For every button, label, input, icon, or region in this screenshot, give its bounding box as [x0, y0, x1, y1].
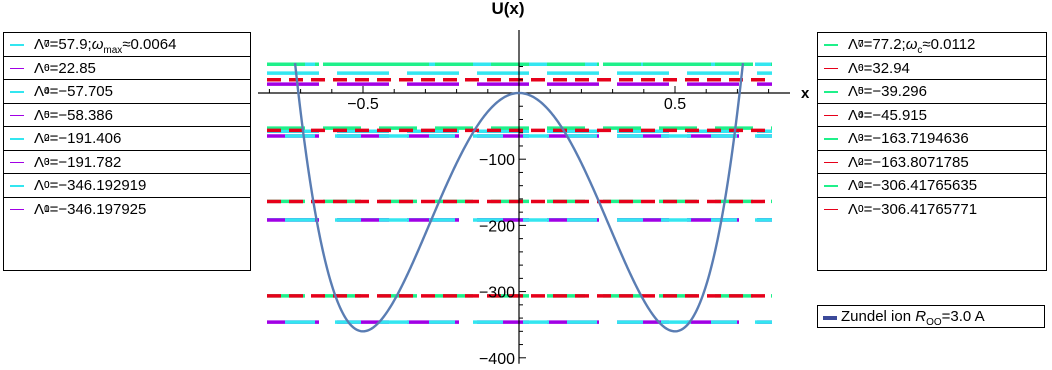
legend-row-right: Λ 0 0 =−306.41765771: [818, 198, 1046, 222]
legend-row-right: Λ 0 1 =−306.41765635: [818, 174, 1046, 198]
legend-row-right: Λ 0 2 =−163.8071785: [818, 151, 1046, 174]
legend-row-left: Λ 0 1 =−346.197925: [4, 198, 250, 222]
legend-label: Λ 0 7 =77.2;ωc≈0.0112: [848, 36, 976, 56]
legend-swatch: [10, 67, 24, 69]
chart-title: U(x): [491, 0, 524, 18]
legend-label: Λ 0 6 =22.85: [34, 59, 96, 77]
y-tick-label: −200: [479, 218, 515, 235]
legend-row-right: Λ 0 7 =77.2;ωc≈0.0112: [818, 33, 1046, 57]
y-tick-label: −300: [479, 285, 515, 302]
legend-swatch: [824, 161, 838, 163]
x-tick-label: −0.5: [347, 96, 379, 113]
legend-swatch: [10, 161, 24, 163]
legend-label: Λ 0 4 =−57.705: [34, 83, 113, 100]
legend-label: Λ 0 5 =−39.296: [848, 83, 927, 100]
legend-label: Λ 0 1 =−306.41765635: [848, 177, 978, 194]
legend-swatch: [824, 67, 838, 69]
legend-label: Λ 0 3 =−163.7194636: [848, 130, 969, 147]
legend-row-left: Λ 0 6 =22.85: [4, 57, 250, 80]
legend-swatch: [10, 114, 24, 116]
legend-label: Λ 0 1 =−346.197925: [34, 200, 147, 218]
legend-row-left: Λ 0 4 =−57.705: [4, 80, 250, 104]
legend-row-left: Λ 0 2 =−191.406: [4, 127, 250, 151]
legend-row-right: Λ 0 6 =32.94: [818, 57, 1046, 80]
legend-left: Λ 0 7 =57.9;ωmax≈0.0064 Λ 0 6 =22.85 Λ 0 4 =−57.705…: [3, 32, 251, 271]
legend-label: Λ 0 0 =−346.192919: [34, 177, 147, 194]
legend-swatch: [824, 138, 838, 140]
axes: −0.5 0.5 −100 −200 −300 −400: [258, 30, 790, 368]
curve-legend-label: Zundel ion ROO=3.0 A: [841, 308, 985, 328]
curve-legend: Zundel ion ROO=3.0 A: [817, 305, 1045, 328]
legend-label: Λ 0 5 =−58.386: [34, 106, 113, 124]
legend-swatch: [10, 44, 24, 46]
legend-swatch: [824, 208, 838, 210]
legend-label: Λ 0 7 =57.9;ωmax≈0.0064: [34, 36, 177, 56]
legend-label: Λ 0 0 =−306.41765771: [848, 200, 978, 218]
legend-row-right: Λ 0 4 =−45.915: [818, 104, 1046, 127]
legend-right: Λ 0 7 =77.2;ωc≈0.0112 Λ 0 6 =32.94 Λ 0 5 =−39.296 Λ 0…: [817, 32, 1047, 271]
legend-label: Λ 0 4 =−45.915: [848, 106, 927, 124]
legend-row-right: Λ 0 3 =−163.7194636: [818, 127, 1046, 151]
y-tick-label: −400: [479, 351, 515, 368]
legend-row-left: Λ 0 5 =−58.386: [4, 104, 250, 127]
potential-curve: [293, 62, 745, 333]
curve-legend-swatch: [823, 316, 837, 320]
legend-swatch: [10, 208, 24, 210]
legend-swatch: [10, 138, 24, 140]
legend-row-right: Λ 0 5 =−39.296: [818, 80, 1046, 104]
legend-swatch: [10, 91, 24, 93]
legend-label: Λ 0 6 =32.94: [848, 59, 910, 77]
legend-label: Λ 0 3 =−191.782: [34, 153, 122, 171]
legend-swatch: [10, 185, 24, 187]
legend-swatch: [824, 114, 838, 116]
legend-swatch: [824, 44, 838, 46]
legend-label: Λ 0 2 =−163.8071785: [848, 153, 969, 171]
legend-row-left: Λ 0 0 =−346.192919: [4, 174, 250, 198]
legend-row-left: Λ 0 7 =57.9;ωmax≈0.0064: [4, 33, 250, 57]
x-axis-label: x: [801, 85, 810, 102]
x-tick-label: 0.5: [664, 96, 686, 113]
legend-swatch: [824, 185, 838, 187]
potential-curve-group: [293, 62, 745, 333]
legend-swatch: [824, 91, 838, 93]
legend-row-left: Λ 0 3 =−191.782: [4, 151, 250, 174]
y-tick-label: −100: [479, 152, 515, 169]
legend-label: Λ 0 2 =−191.406: [34, 130, 122, 147]
